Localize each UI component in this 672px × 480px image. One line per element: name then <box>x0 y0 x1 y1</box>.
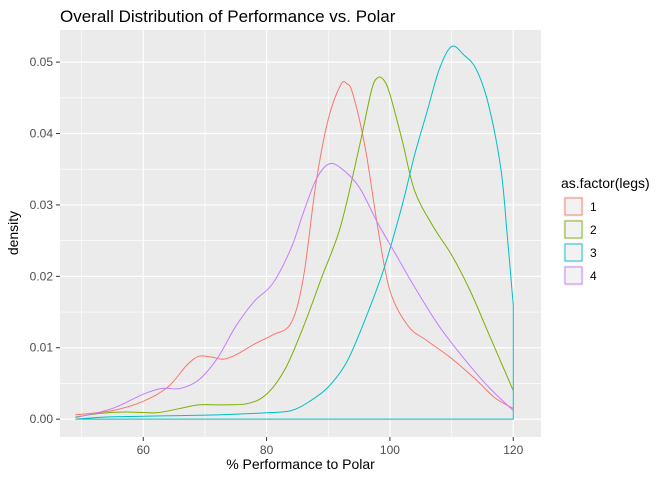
y-tick-label: 0.02 <box>30 269 54 283</box>
legend-label-3: 3 <box>590 246 597 260</box>
legend-swatch-3 <box>564 243 583 262</box>
x-axis: 60 80 100 120 <box>137 437 524 457</box>
y-axis: 0.00 0.01 0.02 0.03 0.04 0.05 <box>30 55 60 426</box>
legend: as.factor(legs) 1 2 3 4 <box>561 175 650 287</box>
y-tick-label: 0.04 <box>30 127 54 141</box>
y-tick-label: 0.00 <box>30 412 54 426</box>
x-tick-label: 100 <box>380 443 400 457</box>
legend-label-1: 1 <box>590 200 597 214</box>
y-tick-label: 0.01 <box>30 341 54 355</box>
series-line-1 <box>75 80 514 416</box>
legend-title: as.factor(legs) <box>561 175 650 191</box>
series-line-2 <box>75 76 514 418</box>
x-tick-label: 60 <box>137 443 151 457</box>
x-tick-label: 120 <box>503 443 523 457</box>
legend-label-4: 4 <box>590 269 597 283</box>
chart-title: Overall Distribution of Performance vs. … <box>60 7 396 26</box>
series-line-3 <box>75 45 514 420</box>
series-line-4 <box>75 162 514 419</box>
series-layer <box>75 45 514 420</box>
plot-panel <box>60 30 541 437</box>
legend-swatch-1 <box>564 197 583 216</box>
x-tick-label: 80 <box>260 443 274 457</box>
legend-label-2: 2 <box>590 223 597 237</box>
legend-swatch-2 <box>564 220 583 239</box>
y-axis-title: density <box>5 211 21 255</box>
y-tick-label: 0.05 <box>30 55 54 69</box>
y-tick-label: 0.03 <box>30 198 54 212</box>
legend-swatch-4 <box>564 266 583 285</box>
x-axis-title: % Performance to Polar <box>226 456 375 472</box>
